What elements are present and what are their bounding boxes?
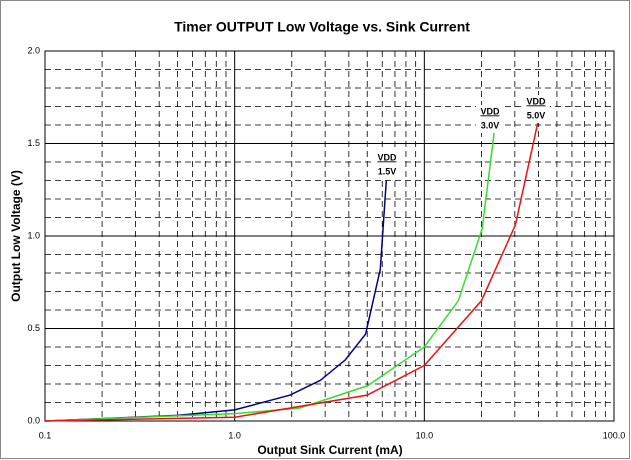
series-line <box>44 130 496 422</box>
annotation-text: 1.5V <box>378 166 397 176</box>
annotation-bg <box>522 95 550 123</box>
y-tick-label: 1.5 <box>27 138 40 148</box>
plot-frame <box>44 50 615 422</box>
x-tick-label: 0.1 <box>39 430 52 440</box>
y-tick-label: 2.0 <box>27 45 40 55</box>
annotation-bg <box>476 105 504 133</box>
y-axis-label: Output Low Voltage (V) <box>9 170 23 302</box>
y-tick-label: 0.5 <box>27 323 40 333</box>
chart-title: Timer OUTPUT Low Voltage vs. Sink Curren… <box>174 19 470 35</box>
annotation-text: 5.0V <box>527 110 546 120</box>
x-tick-label: 100.0 <box>603 430 626 440</box>
x-axis-label: Output Sink Current (mA) <box>257 443 402 457</box>
series-line <box>44 119 540 422</box>
annotation-bg <box>373 151 401 179</box>
annotation-head: VDD <box>526 96 546 106</box>
y-tick-label: 1.0 <box>27 230 40 240</box>
x-tick-label: 1.0 <box>228 430 241 440</box>
annotation-head: VDD <box>377 152 397 162</box>
x-tick-label: 10.0 <box>416 430 434 440</box>
y-tick-label: 0.0 <box>27 415 40 425</box>
annotation-head: VDD <box>480 106 500 116</box>
annotation-text: 3.0V <box>481 120 500 130</box>
series-line <box>44 180 388 422</box>
